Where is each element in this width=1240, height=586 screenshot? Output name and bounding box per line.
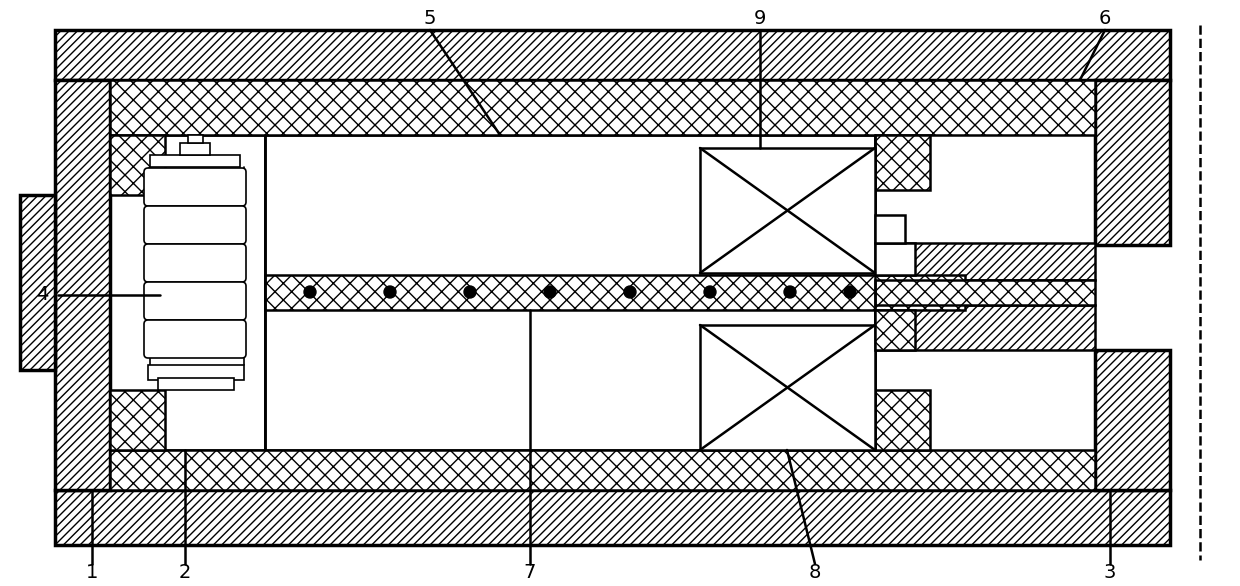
- Bar: [110, 80, 1095, 135]
- Bar: [701, 325, 875, 450]
- Bar: [110, 390, 165, 450]
- Polygon shape: [875, 305, 1095, 350]
- Circle shape: [624, 286, 636, 298]
- Text: 1: 1: [86, 563, 98, 581]
- Bar: [188, 135, 203, 143]
- Bar: [110, 450, 1095, 490]
- Circle shape: [844, 286, 856, 298]
- Bar: [110, 135, 165, 195]
- Bar: [265, 275, 965, 310]
- Bar: [55, 490, 1171, 545]
- Circle shape: [704, 286, 715, 298]
- Bar: [875, 215, 905, 243]
- Bar: [875, 310, 915, 350]
- Text: 2: 2: [179, 563, 191, 581]
- Bar: [875, 135, 930, 190]
- Bar: [875, 280, 1095, 305]
- Text: 3: 3: [1104, 563, 1116, 581]
- Bar: [55, 80, 110, 490]
- Bar: [148, 365, 244, 380]
- Text: 6: 6: [1099, 9, 1111, 28]
- Bar: [265, 135, 875, 450]
- Circle shape: [464, 286, 476, 298]
- Bar: [157, 378, 234, 390]
- Bar: [1095, 80, 1171, 245]
- Bar: [180, 143, 210, 155]
- Bar: [150, 155, 241, 167]
- Text: 4: 4: [36, 285, 48, 305]
- Text: 8: 8: [808, 563, 821, 581]
- FancyBboxPatch shape: [144, 206, 246, 244]
- Bar: [875, 390, 930, 450]
- FancyBboxPatch shape: [144, 282, 246, 320]
- Circle shape: [784, 286, 796, 298]
- Bar: [55, 30, 1171, 80]
- Text: 5: 5: [424, 9, 436, 28]
- Polygon shape: [875, 243, 1095, 280]
- FancyBboxPatch shape: [144, 320, 246, 358]
- Text: 7: 7: [523, 563, 536, 581]
- Bar: [110, 135, 265, 450]
- Circle shape: [304, 286, 316, 298]
- FancyBboxPatch shape: [144, 244, 246, 282]
- Bar: [1095, 350, 1171, 490]
- Circle shape: [544, 286, 556, 298]
- Circle shape: [384, 286, 396, 298]
- Text: 9: 9: [754, 9, 766, 28]
- Bar: [875, 243, 915, 275]
- Bar: [701, 148, 875, 273]
- FancyBboxPatch shape: [144, 168, 246, 206]
- Bar: [20, 195, 55, 370]
